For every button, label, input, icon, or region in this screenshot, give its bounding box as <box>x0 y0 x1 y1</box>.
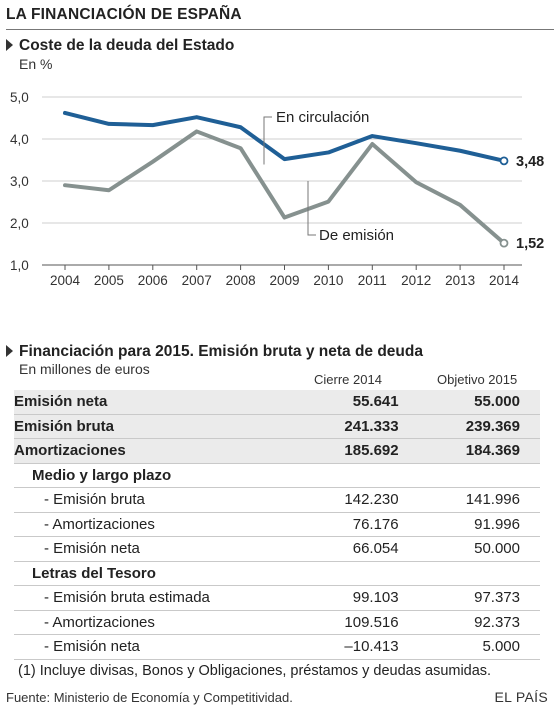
table-unit-label: En millones de euros <box>19 361 150 377</box>
value-cierre-2014: 241.333 <box>265 414 409 439</box>
value-objetivo-2015 <box>408 561 540 586</box>
value-cierre-2014: 66.054 <box>265 536 409 562</box>
x-tick-label: 2013 <box>445 273 475 288</box>
row-label: - Emisión bruta <box>14 487 266 513</box>
x-tick-label: 2009 <box>269 273 299 288</box>
row-label: - Emisión bruta estimada <box>14 585 266 611</box>
column-header-cierre-2014: Cierre 2014 <box>314 372 382 387</box>
row-label: Letras del Tesoro <box>14 561 266 586</box>
value-objetivo-2015 <box>408 463 540 488</box>
table-title: Financiación para 2015. Emisión bruta y … <box>19 343 423 360</box>
source-note: Fuente: Ministerio de Economía y Competi… <box>6 690 293 705</box>
value-cierre-2014 <box>265 561 409 586</box>
y-tick-label: 3,0 <box>10 174 29 189</box>
row-label: - Emisión neta <box>14 634 266 660</box>
table-row: - Emisión bruta estimada 99.103 97.373 <box>14 585 540 611</box>
line-chart: 1,0 2,0 3,0 4,0 5,0 2004 2005 2006 2007 2008 2009 2… <box>10 90 544 288</box>
series-label-leader <box>307 181 316 236</box>
value-cierre-2014 <box>265 463 409 488</box>
table-row: Amortizaciones 185.692 184.369 <box>14 438 540 464</box>
series-end-point <box>499 156 509 166</box>
value-objetivo-2015: 239.369 <box>408 414 540 439</box>
section-bullet-icon <box>6 39 13 51</box>
chart-unit-label: En % <box>19 56 53 72</box>
x-tick-label: 2004 <box>50 273 81 288</box>
table-row: - Amortizaciones 76.176 91.996 <box>14 512 540 537</box>
row-label: Emisión bruta <box>14 414 266 439</box>
series-label-de-emision: De emisión <box>319 227 394 244</box>
x-tick-label: 2012 <box>401 273 431 288</box>
financing-table: Emisión neta 55.641 55.000 Emisión bruta 241… <box>14 390 540 683</box>
y-tick-label: 2,0 <box>10 216 29 231</box>
table-row: Letras del Tesoro <box>14 561 540 586</box>
value-objetivo-2015: 141.996 <box>408 487 540 513</box>
value-cierre-2014: –10.413 <box>265 634 409 660</box>
chart-title: Coste de la deuda del Estado <box>19 37 235 54</box>
x-tick-label: 2006 <box>138 273 168 288</box>
x-tick-label: 2007 <box>182 273 212 288</box>
value-cierre-2014: 142.230 <box>265 487 409 513</box>
value-cierre-2014: 55.641 <box>265 390 409 415</box>
table-row: - Emisión bruta 142.230 141.996 <box>14 487 540 513</box>
table-row: - Emisión neta 66.054 50.000 <box>14 536 540 562</box>
y-tick-label: 1,0 <box>10 258 29 273</box>
series-line-de-emision <box>63 129 506 246</box>
y-tick-label: 4,0 <box>10 132 29 147</box>
value-objetivo-2015: 5.000 <box>408 634 540 660</box>
x-tick-label: 2014 <box>489 273 520 288</box>
column-header-objetivo-2015: Objetivo 2015 <box>437 372 518 387</box>
value-cierre-2014: 185.692 <box>265 438 409 464</box>
y-tick-label: 5,0 <box>10 90 29 105</box>
section-bullet-icon <box>6 345 13 357</box>
value-objetivo-2015: 92.373 <box>408 610 540 635</box>
table-footnote: (1) Incluye divisas, Bonos y Obligacione… <box>18 662 492 679</box>
row-label: - Amortizaciones <box>14 512 266 537</box>
row-label: Emisión neta <box>14 390 266 415</box>
series-label-en-circulacion: En circulación <box>276 109 369 126</box>
row-label: - Emisión neta <box>14 536 266 562</box>
value-cierre-2014: 109.516 <box>265 610 409 635</box>
series-end-label: 1,52 <box>516 236 544 252</box>
row-label: Amortizaciones <box>14 438 266 464</box>
x-tick-label: 2010 <box>313 273 343 288</box>
series-line-en-circulacion <box>63 110 506 163</box>
series-label-leader <box>263 116 272 165</box>
x-tick-label: 2005 <box>94 273 124 288</box>
table-row: - Emisión neta –10.413 5.000 <box>14 634 540 660</box>
value-cierre-2014: 76.176 <box>265 512 409 537</box>
value-objetivo-2015: 184.369 <box>408 438 540 464</box>
table-row: - Amortizaciones 109.516 92.373 <box>14 610 540 635</box>
page-title: LA FINANCIACIÓN DE ESPAÑA <box>6 6 242 23</box>
row-label: - Amortizaciones <box>14 610 266 635</box>
value-objetivo-2015: 91.996 <box>408 512 540 537</box>
table-row: Emisión bruta 241.333 239.369 <box>14 414 540 439</box>
table-row: Emisión neta 55.641 55.000 <box>14 390 540 415</box>
series-end-label: 3,48 <box>516 154 544 170</box>
table-row: Medio y largo plazo <box>14 463 540 488</box>
value-objetivo-2015: 50.000 <box>408 536 540 562</box>
title-rule <box>6 29 554 30</box>
x-tick-label: 2008 <box>226 273 256 288</box>
table-section-title: Financiación para 2015. Emisión bruta y … <box>6 343 423 361</box>
row-label: Medio y largo plazo <box>14 463 266 488</box>
series-end-point <box>499 238 509 248</box>
x-tick-label: 2011 <box>358 273 387 288</box>
brand-logo: EL PAÍS <box>494 689 548 705</box>
value-objetivo-2015: 55.000 <box>408 390 540 415</box>
table-note-row: (1) Incluye divisas, Bonos y Obligacione… <box>14 659 540 683</box>
value-cierre-2014: 99.103 <box>265 585 409 611</box>
chart-section-title: Coste de la deuda del Estado <box>6 37 234 55</box>
value-objetivo-2015: 97.373 <box>408 585 540 611</box>
